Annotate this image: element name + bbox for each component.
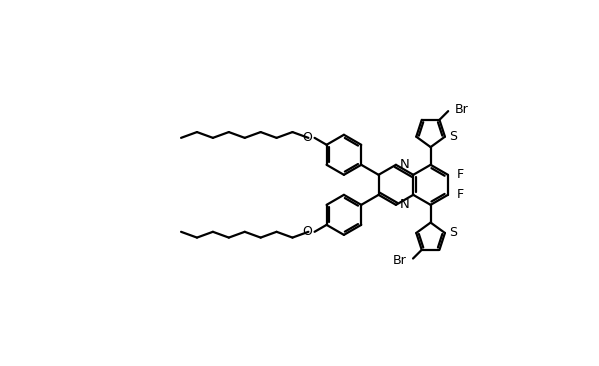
Text: Br: Br	[454, 103, 468, 116]
Text: O: O	[302, 131, 312, 144]
Text: S: S	[449, 130, 458, 143]
Text: Br: Br	[393, 254, 407, 266]
Text: N: N	[400, 198, 410, 211]
Text: F: F	[457, 168, 464, 181]
Text: S: S	[449, 227, 458, 239]
Text: N: N	[400, 158, 410, 171]
Text: O: O	[302, 225, 312, 238]
Text: F: F	[457, 188, 464, 201]
